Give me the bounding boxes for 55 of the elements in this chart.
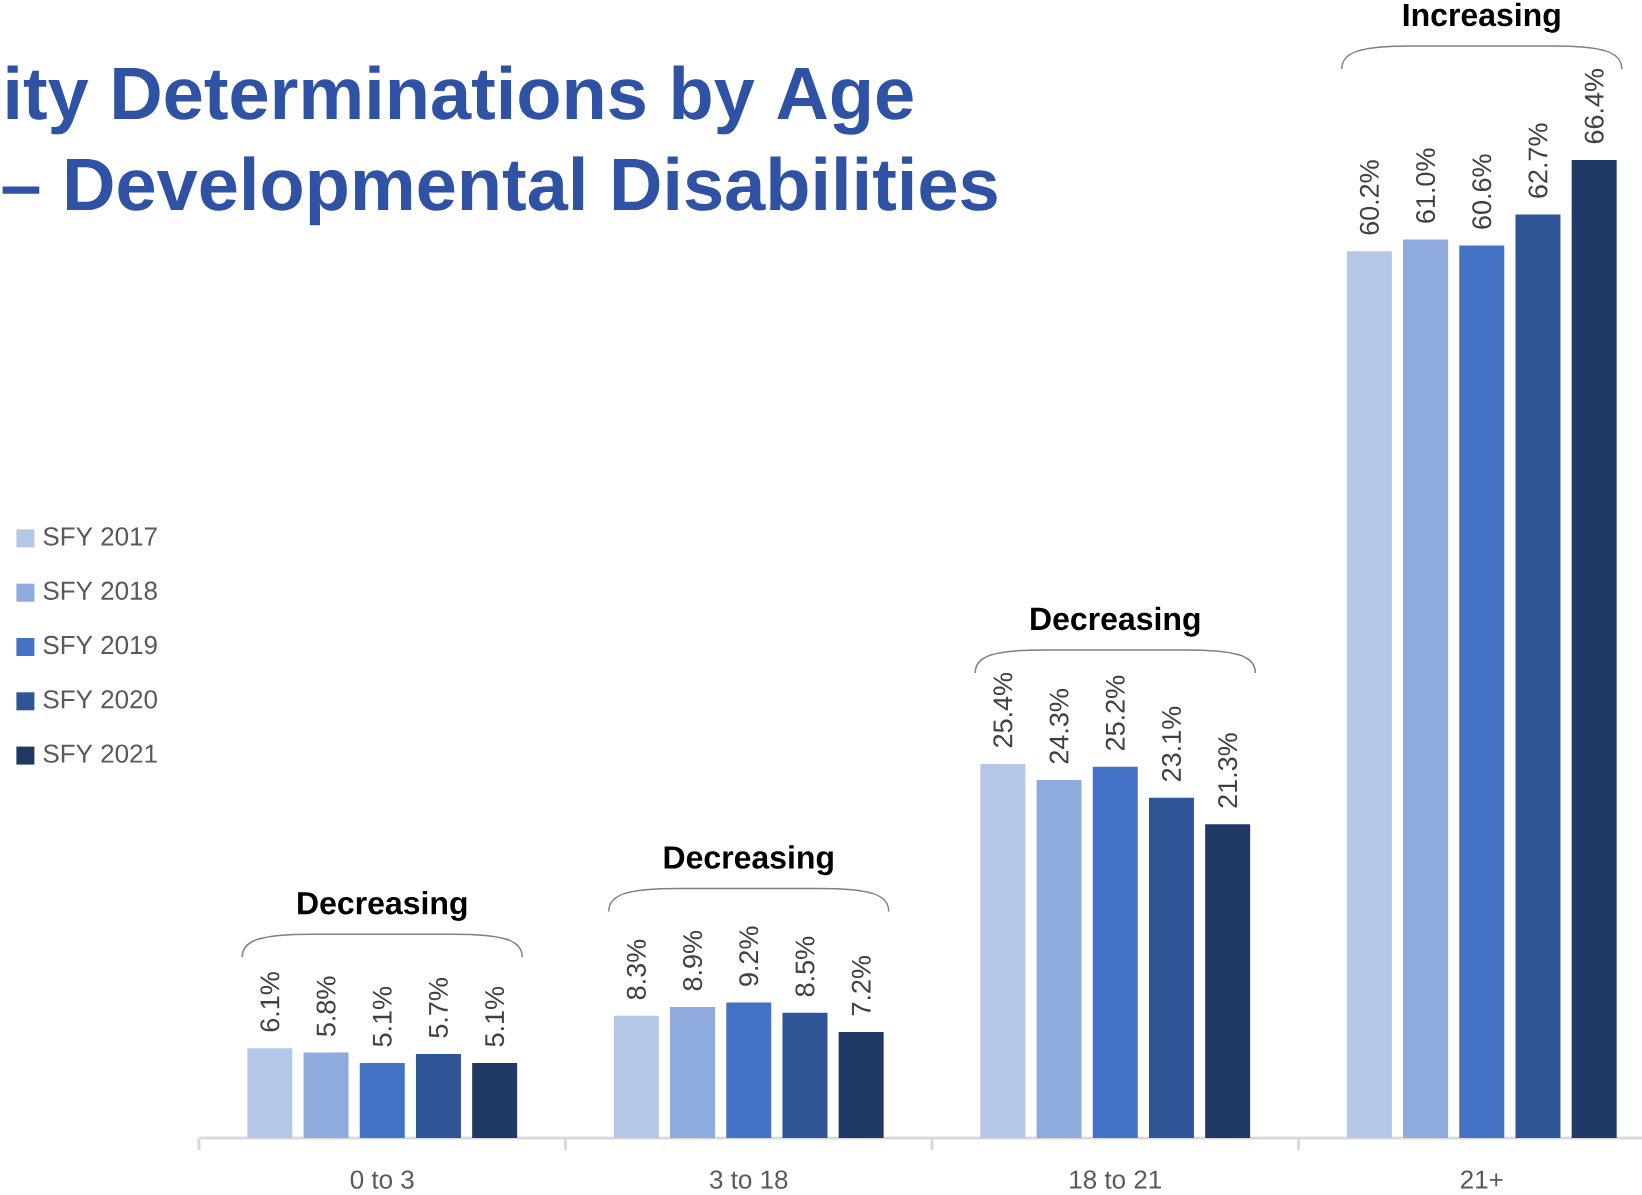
chart-title: ity Determinations by Age (7, 65, 913, 135)
x-tick-label: 0 to 3 (350, 1170, 414, 1189)
bar (247, 1048, 293, 1139)
x-tick-label: 3 to 18 (710, 1170, 788, 1189)
bar (1205, 824, 1251, 1139)
data-label: 5.7% (428, 978, 448, 1038)
data-label: 66.4% (1584, 68, 1604, 144)
bar (838, 1031, 884, 1139)
data-label: 9.2% (739, 926, 759, 986)
text: Increasing (1403, 2, 1560, 33)
data-label: 60.6% (1472, 154, 1492, 229)
data-label: 23.1% (1161, 706, 1182, 782)
bar (1459, 245, 1505, 1139)
chart-subtitle: – Developmental Disabilities (2, 156, 997, 226)
legend-label: SFY 2019 (43, 635, 157, 655)
data-label: 24.3% (1049, 689, 1069, 764)
data-label: 5.1% (372, 986, 392, 1047)
bar (980, 763, 1026, 1139)
bar (726, 1002, 772, 1139)
data-label: 62.7% (1528, 123, 1548, 198)
bar (1148, 797, 1194, 1139)
annotation: Decreasing (664, 845, 833, 876)
x-tick-label: 18 to 21 (1070, 1170, 1161, 1189)
data-label: 8.9% (683, 930, 703, 991)
bar (359, 1062, 405, 1139)
bar (1515, 214, 1561, 1139)
data-label: 8.5% (795, 936, 815, 997)
bar (670, 1006, 716, 1139)
bar (1346, 251, 1392, 1139)
data-label: 8.3% (626, 939, 646, 1000)
bar (303, 1052, 349, 1139)
data-label: 61.0% (1416, 148, 1436, 223)
data-label: 7.2% (851, 955, 871, 1016)
data-label: 25.4% (993, 672, 1013, 748)
legend-label: SFY 2018 (43, 581, 157, 600)
bar (1571, 159, 1617, 1139)
legend-label: SFY 2017 (43, 527, 157, 546)
data-label: 5.1% (485, 986, 505, 1047)
bar (472, 1062, 518, 1139)
bar (1403, 239, 1449, 1139)
data-label: 25.2% (1105, 675, 1125, 751)
legend-label: SFY 2020 (43, 690, 157, 709)
data-label: 21.3% (1218, 733, 1238, 808)
data-label: 5.8% (316, 976, 336, 1037)
bar (782, 1012, 828, 1139)
annotation: Decreasing (298, 890, 467, 921)
x-tick-label: 21+ (1461, 1170, 1503, 1189)
bar (613, 1015, 659, 1139)
legend-label: SFY 2021 (43, 744, 157, 763)
annotation: Decreasing (1031, 606, 1200, 637)
bar (415, 1054, 461, 1139)
bar (1036, 780, 1082, 1139)
data-label: 6.1% (260, 972, 280, 1032)
bar (1092, 766, 1138, 1139)
data-label: 60.2% (1359, 160, 1379, 235)
